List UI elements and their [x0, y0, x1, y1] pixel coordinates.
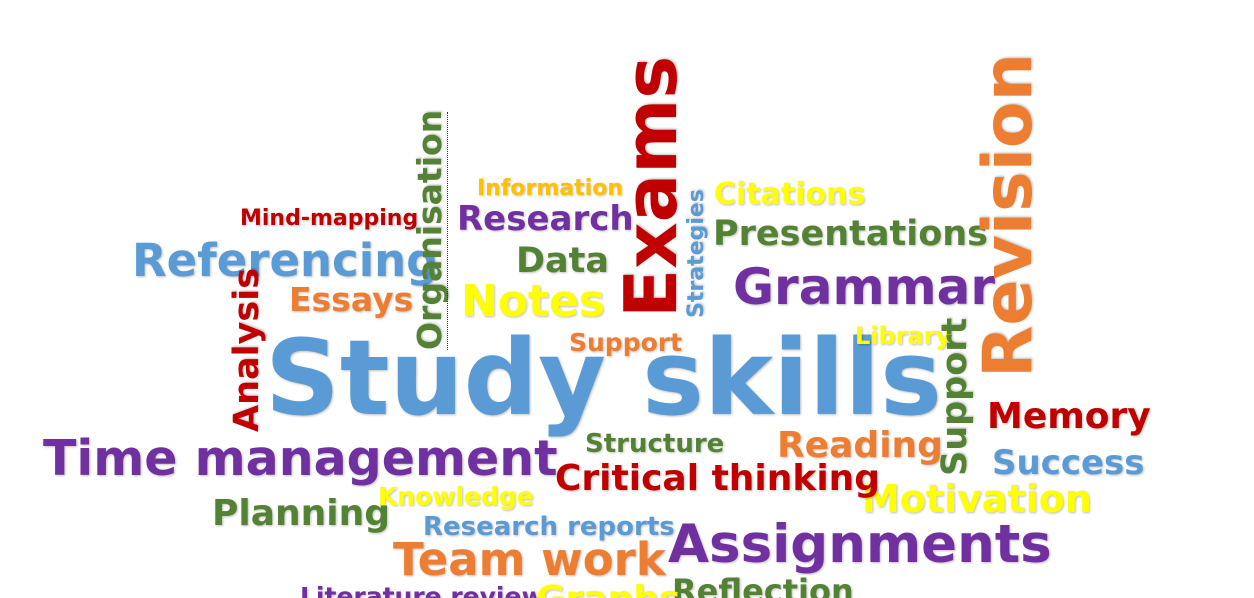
word-study-skills: Study skills — [265, 317, 943, 439]
word-success: Success — [992, 443, 1145, 483]
word-strategies: Strategies — [684, 189, 709, 318]
word-graphs: Graphs — [536, 582, 680, 598]
word-exams: Exams — [609, 55, 693, 318]
divider-line — [447, 112, 448, 350]
word-presentations: Presentations — [713, 214, 989, 254]
word-literature-review: Literature review — [300, 582, 545, 598]
word-library: Library — [855, 322, 952, 350]
word-team-work: Team work — [393, 533, 666, 586]
word-referencing: Referencing — [132, 234, 439, 287]
word-reading: Reading — [777, 425, 943, 466]
word-support-vertical: Support — [935, 317, 975, 476]
word-analysis: Analysis — [227, 267, 267, 432]
word-motivation: Motivation — [862, 477, 1092, 521]
word-time-management: Time management — [43, 430, 558, 487]
word-planning: Planning — [212, 493, 391, 534]
word-knowledge: Knowledge — [378, 482, 534, 511]
word-memory: Memory — [987, 396, 1151, 437]
word-notes: Notes — [461, 276, 606, 327]
word-reflection: Reflection — [672, 572, 854, 598]
word-information: Information — [477, 176, 623, 201]
word-data: Data — [516, 241, 610, 281]
word-organisation: Organisation — [410, 109, 449, 350]
word-research-reports: Research reports — [423, 512, 675, 542]
word-research: Research — [457, 199, 634, 239]
word-essays: Essays — [289, 280, 414, 319]
word-grammar: Grammar — [733, 258, 996, 316]
word-assignments: Assignments — [668, 514, 1052, 575]
word-revision: Revision — [969, 52, 1048, 378]
word-mind-mapping: Mind-mapping — [240, 206, 419, 231]
word-support-center: Support — [569, 328, 683, 357]
word-critical-thinking: Critical thinking — [555, 458, 881, 499]
word-structure: Structure — [585, 429, 725, 459]
word-citations: Citations — [714, 177, 866, 212]
